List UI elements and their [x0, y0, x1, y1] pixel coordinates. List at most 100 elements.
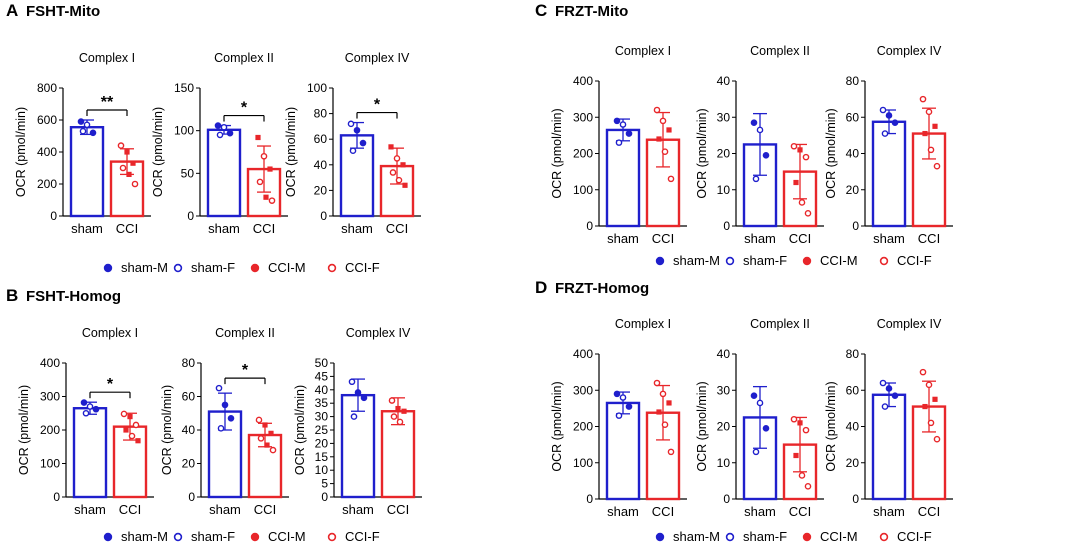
data-point-sham-f	[347, 120, 355, 128]
chart-c-complex-i: Complex I 0 100 200 300 400 OCR (pmol/min) sham…	[550, 44, 687, 246]
x-category-label: CCI	[652, 504, 674, 519]
data-point-cci-f	[919, 368, 927, 376]
data-point-cci-f	[119, 164, 127, 172]
y-tick-label: 0	[586, 219, 593, 233]
significance-stars: *	[107, 376, 114, 393]
y-tick-label: 0	[53, 490, 60, 504]
data-point-cci-f	[667, 448, 675, 456]
y-axis-label: OCR (pmol/min)	[14, 107, 28, 197]
data-point-sham-m	[226, 129, 234, 137]
y-tick-label: 60	[846, 383, 860, 397]
data-point-sham-f	[619, 394, 627, 401]
y-tick-label: 20	[717, 420, 731, 434]
y-tick-label: 0	[188, 490, 195, 504]
significance-stars: *	[241, 100, 248, 117]
data-point-sham-m	[92, 405, 100, 413]
x-category-label: CCI	[254, 502, 276, 517]
y-tick-label: 40	[182, 423, 196, 437]
chart-title: Complex II	[750, 317, 810, 331]
data-point-sham-m	[613, 117, 621, 125]
data-point-sham-m	[625, 130, 633, 137]
y-tick-label: 5	[321, 477, 328, 491]
y-tick-label: 0	[320, 209, 327, 223]
y-tick-label: 20	[182, 457, 196, 471]
legend-marker-sham-m	[655, 256, 665, 266]
y-tick-label: 0	[852, 219, 859, 233]
legend-marker-cci-f	[327, 263, 337, 273]
y-tick-label: 60	[314, 132, 328, 146]
data-point-sham-f	[349, 147, 357, 155]
y-tick-label: 30	[717, 110, 731, 124]
chart-title: Complex II	[215, 326, 275, 340]
data-point-sham-m	[885, 385, 893, 392]
data-point-cci-f	[804, 210, 812, 217]
y-tick-label: 20	[717, 147, 731, 161]
y-tick-label: 400	[573, 74, 593, 88]
data-point-sham-m	[80, 399, 88, 406]
legend-label: CCI-M	[820, 529, 858, 543]
significance-stars: *	[242, 362, 249, 379]
data-point-sham-m	[625, 403, 633, 410]
legend-marker-sham-f	[173, 532, 183, 542]
data-point-cci-f	[804, 483, 812, 490]
chart-b-complex-ii: Complex II 0 20 40 60 80 OCR (pmol/min) sham CCI…	[160, 326, 289, 517]
legend-label: CCI-M	[820, 253, 858, 268]
data-point-cci-f	[927, 419, 935, 427]
data-point-sham-f	[79, 127, 87, 135]
data-point-cci-m	[130, 160, 136, 166]
y-tick-label: 150	[174, 81, 194, 95]
legend-row: sham-M sham-F CCI-M CCI-F	[655, 253, 932, 268]
data-point-sham-f	[615, 139, 623, 146]
data-point-sham-m	[214, 122, 222, 129]
data-point-cci-f	[659, 390, 667, 398]
x-category-label: CCI	[387, 502, 409, 517]
y-tick-label: 60	[846, 110, 860, 124]
data-point-cci-f	[653, 106, 661, 114]
y-tick-label: 50	[315, 356, 329, 370]
x-category-label: CCI	[918, 231, 940, 246]
y-tick-label: 0	[50, 209, 57, 223]
y-axis-label: OCR (pmol/min)	[695, 108, 709, 198]
y-axis-label: OCR (pmol/min)	[550, 108, 564, 198]
x-category-label: CCI	[119, 502, 141, 517]
legend-marker-sham-m	[655, 532, 665, 542]
y-tick-label: 100	[573, 456, 593, 470]
significance-bracket: *	[89, 376, 131, 399]
y-tick-label: 0	[187, 209, 194, 223]
data-point-sham-m	[359, 139, 367, 147]
significance-bracket: *	[224, 362, 266, 385]
bar-sham	[206, 128, 242, 218]
data-point-cci-m	[388, 144, 394, 150]
y-tick-label: 25	[315, 423, 329, 437]
chart-c-complex-iv: Complex IV 0 20 40 60 80 OCR (pmol/min) sham CCI	[824, 44, 953, 246]
data-point-cci-f	[933, 435, 941, 443]
data-point-sham-f	[752, 175, 760, 183]
x-category-label: sham	[744, 231, 776, 246]
data-point-cci-m	[656, 409, 662, 415]
legend-row: sham-M sham-F CCI-M CCI-F	[103, 260, 380, 275]
y-tick-label: 20	[314, 183, 328, 197]
chart-title: Complex IV	[877, 317, 942, 331]
legend-marker-sham-f	[725, 256, 735, 266]
data-point-sham-m	[354, 389, 362, 396]
y-tick-label: 100	[573, 183, 593, 197]
data-point-cci-f	[395, 176, 403, 184]
legend-label: sham-M	[121, 529, 168, 543]
legend-label: sham-F	[191, 260, 235, 275]
panel-c-heading: C FRZT-Mito	[535, 1, 628, 20]
y-tick-label: 60	[182, 390, 196, 404]
data-point-cci-m	[797, 147, 803, 153]
chart-title: Complex IV	[345, 51, 410, 65]
y-tick-label: 0	[852, 492, 859, 506]
significance-stars: *	[374, 97, 381, 114]
data-point-cci-f	[802, 426, 810, 434]
y-tick-label: 400	[37, 145, 57, 159]
data-point-sham-m	[89, 129, 97, 137]
data-point-sham-f	[83, 121, 91, 129]
data-point-cci-m	[268, 430, 274, 436]
y-tick-label: 0	[321, 490, 328, 504]
data-point-cci-m	[932, 123, 938, 129]
data-point-cci-f	[661, 148, 669, 155]
legend-marker-cci-m	[802, 256, 812, 266]
data-point-sham-f	[752, 448, 760, 456]
